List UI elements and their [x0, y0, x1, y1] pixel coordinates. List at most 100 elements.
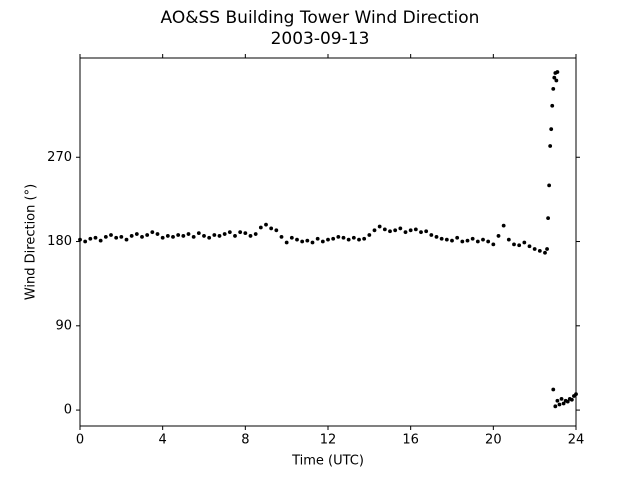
data-point [114, 235, 119, 240]
data-point [450, 238, 454, 243]
data-point [362, 236, 367, 241]
data-point [393, 228, 398, 233]
data-point [460, 239, 465, 244]
x-tick-label: 24 [568, 433, 585, 448]
y-tick-label: 180 [47, 234, 72, 249]
data-point [403, 230, 408, 235]
data-point [341, 235, 346, 240]
data-point [176, 233, 181, 237]
data-point [98, 238, 103, 243]
data-point [238, 230, 243, 235]
data-point [382, 227, 387, 232]
data-point [569, 397, 574, 402]
data-point [315, 236, 320, 241]
data-point [574, 392, 578, 397]
data-point [372, 228, 377, 233]
data-point [217, 234, 222, 238]
data-point [554, 78, 559, 83]
x-tick-label: 8 [241, 433, 249, 448]
data-point [202, 234, 206, 238]
data-point [444, 237, 449, 242]
data-point [264, 222, 268, 227]
chart-title: AO&SS Building Tower Wind Direction [161, 8, 480, 28]
data-point [191, 234, 196, 239]
data-point [424, 229, 429, 234]
data-point [527, 244, 532, 249]
data-point [522, 240, 527, 245]
data-point [377, 224, 382, 229]
x-tick-label: 20 [485, 433, 502, 448]
data-point [550, 103, 555, 108]
data-point [331, 236, 336, 241]
data-point [512, 242, 516, 247]
x-tick-label: 4 [159, 433, 167, 448]
data-point [300, 239, 305, 244]
data-point [171, 234, 175, 239]
data-point [475, 239, 480, 244]
data-point [93, 235, 98, 240]
data-point [109, 233, 113, 237]
data-point [181, 234, 186, 238]
data-point [388, 229, 392, 234]
data-point [310, 240, 315, 245]
data-point [517, 243, 522, 248]
data-point [243, 231, 248, 236]
data-point [346, 237, 351, 242]
data-point [543, 250, 547, 255]
data-point [398, 226, 403, 231]
data-point [186, 232, 191, 236]
data-point [279, 234, 284, 239]
data-point [548, 144, 553, 148]
data-point [367, 233, 372, 237]
data-point [549, 127, 554, 132]
data-point [207, 235, 212, 240]
data-point [227, 230, 232, 235]
data-point [413, 227, 418, 232]
data-point [295, 237, 299, 242]
data-point [546, 216, 550, 221]
data-point [491, 242, 496, 247]
data-point [145, 233, 150, 237]
data-point [124, 237, 129, 242]
data-point [501, 223, 506, 228]
data-point [140, 234, 144, 239]
data-point [155, 232, 160, 236]
data-point [455, 235, 460, 240]
data-point [537, 248, 542, 253]
data-point [258, 225, 263, 230]
plot-frame [79, 57, 577, 427]
data-point [434, 234, 439, 239]
data-point [284, 240, 289, 245]
data-point [559, 396, 564, 401]
data-point [233, 234, 237, 238]
data-point [439, 236, 444, 241]
y-tick-label: 0 [64, 403, 72, 418]
y-tick-label: 270 [47, 150, 72, 165]
data-point [150, 230, 155, 235]
data-point [119, 234, 124, 239]
chart-subtitle: 2003-09-13 [271, 29, 370, 49]
data-point [134, 232, 139, 236]
data-point [222, 232, 227, 236]
x-axis-label: Time (UTC) [291, 454, 364, 469]
data-point [496, 234, 501, 238]
data-point [320, 239, 325, 244]
data-point [129, 234, 134, 238]
data-point [419, 230, 423, 235]
x-tick-label: 16 [402, 433, 419, 448]
data-point [269, 226, 274, 231]
data-point [557, 402, 562, 407]
data-point [103, 234, 108, 239]
data-point [506, 237, 511, 242]
data-point [289, 235, 294, 240]
data-point [561, 401, 566, 406]
data-point [305, 238, 310, 243]
data-point [551, 387, 556, 392]
data-point [336, 234, 341, 239]
data-point [351, 235, 356, 240]
y-axis-label: Wind Direction (°) [24, 184, 39, 300]
data-point [470, 236, 475, 241]
data-point [552, 75, 557, 80]
data-point [357, 237, 361, 242]
